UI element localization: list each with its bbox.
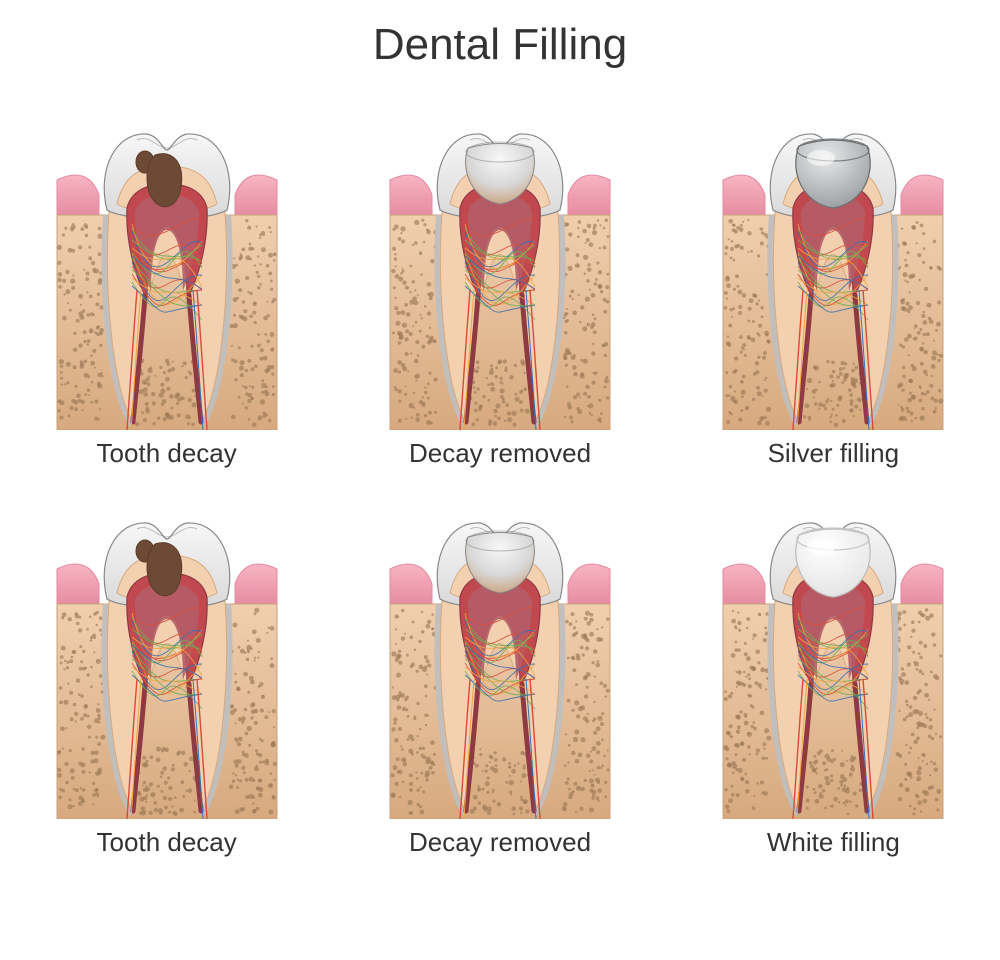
panel-grid: Tooth decay	[0, 100, 1000, 858]
panel-p5: Decay removed	[333, 489, 666, 858]
tooth-illustration	[370, 100, 630, 430]
panel-p3: Silver filling	[667, 100, 1000, 469]
panel-p4: Tooth decay	[0, 489, 333, 858]
panel-caption: Tooth decay	[97, 438, 237, 469]
tooth-illustration	[37, 489, 297, 819]
panel-caption: Tooth decay	[97, 827, 237, 858]
panel-p6: White filling	[667, 489, 1000, 858]
panel-caption: Decay removed	[409, 827, 591, 858]
tooth-illustration	[370, 489, 630, 819]
panel-p2: Decay removed	[333, 100, 666, 469]
panel-p1: Tooth decay	[0, 100, 333, 469]
tooth-illustration	[703, 489, 963, 819]
page-title: Dental Filling	[0, 20, 1000, 70]
panel-caption: Silver filling	[768, 438, 900, 469]
tooth-illustration	[703, 100, 963, 430]
panel-caption: White filling	[767, 827, 900, 858]
panel-caption: Decay removed	[409, 438, 591, 469]
diagram-page: Dental Filling	[0, 0, 1000, 960]
tooth-illustration	[37, 100, 297, 430]
